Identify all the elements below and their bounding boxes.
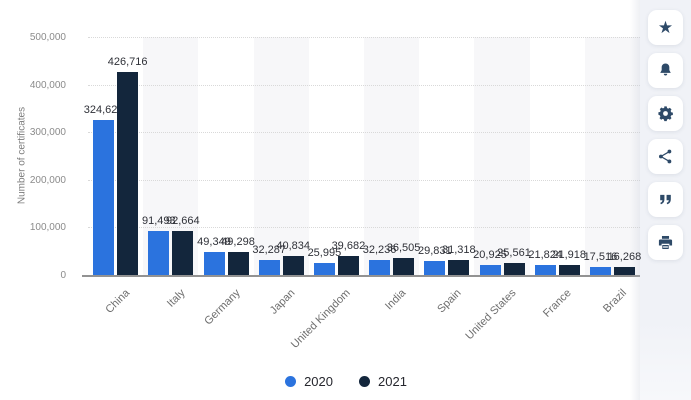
bar-2021-japan[interactable] xyxy=(282,255,304,275)
category-label-china: China xyxy=(103,287,133,316)
action-sidebar: ★ xyxy=(630,0,691,400)
bar-value-label: 32,236 xyxy=(362,243,397,256)
bar-2021-united-kingdom[interactable] xyxy=(337,256,359,275)
legend-label: 2021 xyxy=(378,374,407,389)
bar-2020-united-states[interactable] xyxy=(479,265,501,275)
bar-2020-germany[interactable] xyxy=(203,251,225,275)
y-tick-label: 400,000 xyxy=(29,79,66,91)
bar-value-label: 25,995 xyxy=(307,246,342,259)
category-band xyxy=(584,37,640,275)
share-icon xyxy=(657,148,674,165)
gridline xyxy=(88,37,640,38)
gridline xyxy=(88,132,640,134)
bar-value-label: 16,268 xyxy=(607,251,642,264)
category-band xyxy=(253,37,309,275)
bar-2020-brazil[interactable] xyxy=(589,266,611,275)
bar-value-label: 49,349 xyxy=(197,235,231,248)
category-band xyxy=(474,37,530,275)
bar-2020-japan[interactable] xyxy=(258,259,280,275)
gear-icon xyxy=(657,105,674,122)
cite-button[interactable] xyxy=(648,182,683,217)
gridline xyxy=(88,179,640,181)
legend-item-2021[interactable]: 2021 xyxy=(359,374,407,389)
y-axis-title: Number of certificates xyxy=(16,106,28,205)
category-label-united-kingdom: United Kingdom xyxy=(289,287,353,351)
bar-value-label: 39,682 xyxy=(331,240,366,253)
bar-value-label: 31,318 xyxy=(441,244,476,257)
category-band xyxy=(364,37,420,275)
x-axis-line xyxy=(82,275,640,277)
print-button[interactable] xyxy=(648,225,683,260)
printer-icon xyxy=(657,234,674,251)
settings-button[interactable] xyxy=(648,96,683,131)
quote-icon xyxy=(657,191,674,208)
plot-area: 324,621 426,716 91,493 92,664 49,349 49,298 32… xyxy=(82,37,642,277)
legend-item-2020[interactable]: 2020 xyxy=(285,374,333,389)
legend-dot-2021 xyxy=(359,376,370,387)
bar-value-label: 21,824 xyxy=(528,248,563,261)
bar-2021-italy[interactable] xyxy=(172,230,194,275)
bar-value-label: 29,831 xyxy=(417,244,452,257)
bar-2020-spain[interactable] xyxy=(424,260,446,275)
bar-value-label: 324,621 xyxy=(83,104,124,117)
bar-2021-germany[interactable] xyxy=(227,251,249,275)
category-label-united-states: United States xyxy=(463,287,519,343)
favorite-button[interactable]: ★ xyxy=(648,10,683,45)
category-label-india: India xyxy=(382,287,409,313)
bar-value-label: 17,516 xyxy=(583,250,618,263)
bar-value-label: 36,505 xyxy=(386,241,421,254)
category-label-spain: Spain xyxy=(434,287,464,316)
bar-value-label: 40,834 xyxy=(276,239,311,252)
bar-2020-india[interactable] xyxy=(369,259,391,275)
y-tick-label: 0 xyxy=(60,270,66,281)
bar-2020-italy[interactable] xyxy=(148,231,170,275)
category-label-italy: Italy xyxy=(164,287,188,310)
legend-label: 2020 xyxy=(304,374,333,389)
category-label-japan: Japan xyxy=(267,287,298,317)
bar-value-label: 91,493 xyxy=(141,215,176,228)
legend: 2020 2021 xyxy=(26,374,666,389)
y-tick-label: 100,000 xyxy=(29,222,66,234)
notification-button[interactable] xyxy=(648,53,683,88)
bell-icon xyxy=(657,62,674,79)
bar-2021-france[interactable] xyxy=(558,264,580,275)
bar-value-label: 32,287 xyxy=(252,243,287,256)
bar-2021-china[interactable] xyxy=(117,71,139,275)
star-icon: ★ xyxy=(657,18,674,37)
bar-2020-france[interactable] xyxy=(534,264,556,275)
bar-2021-spain[interactable] xyxy=(448,260,470,275)
bar-value-label: 21,918 xyxy=(552,248,587,261)
bar-chart: Number of certificates 324,621 426,716 91,… xyxy=(16,32,642,389)
y-tick-label: 300,000 xyxy=(29,127,66,139)
y-tick-label: 200,000 xyxy=(29,174,66,186)
share-button[interactable] xyxy=(648,139,683,174)
bar-value-label: 49,298 xyxy=(221,235,255,248)
bar-2020-united-kingdom[interactable] xyxy=(313,262,335,275)
bar-value-label: 426,716 xyxy=(107,55,148,68)
category-label-france: France xyxy=(540,287,574,320)
y-tick-label: 500,000 xyxy=(29,32,66,43)
legend-dot-2020 xyxy=(285,376,297,387)
bar-value-label: 25,561 xyxy=(497,246,531,259)
gridline xyxy=(88,227,640,229)
bar-2020-china[interactable] xyxy=(93,120,115,275)
gridline xyxy=(88,84,640,86)
bar-2021-united-states[interactable] xyxy=(503,262,525,275)
category-label-germany: Germany xyxy=(202,287,243,328)
category-label-brazil: Brazil xyxy=(600,287,629,315)
bar-value-label: 92,664 xyxy=(165,214,200,227)
bar-value-label: 20,925 xyxy=(473,249,507,262)
bar-2021-brazil[interactable] xyxy=(613,267,635,275)
bar-2021-india[interactable] xyxy=(393,257,415,275)
